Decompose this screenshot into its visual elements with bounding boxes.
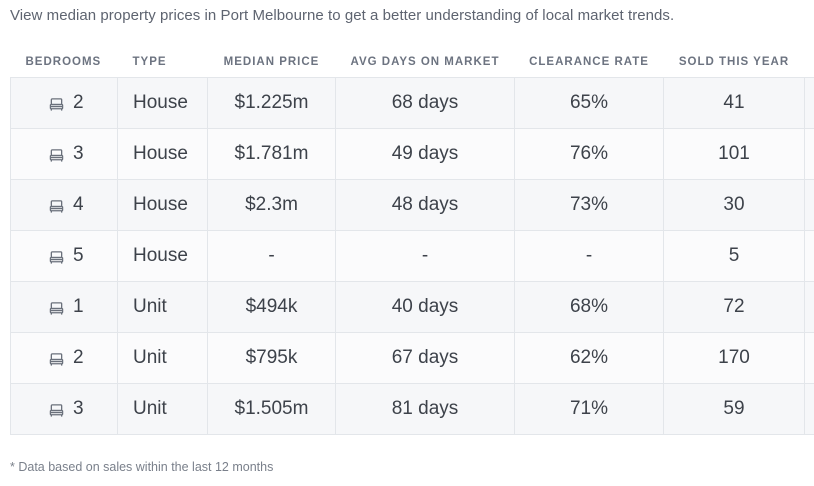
property-prices-table-container[interactable]: BEDROOMS TYPE MEDIAN PRICE AVG DAYS ON M… bbox=[10, 45, 814, 435]
type-cell: Unit bbox=[117, 280, 208, 332]
table-header-row: BEDROOMS TYPE MEDIAN PRICE AVG DAYS ON M… bbox=[11, 45, 814, 77]
median-price-cell: $1.781m bbox=[207, 127, 336, 179]
column-header-type: TYPE bbox=[132, 55, 167, 68]
median-price-cell: $795k bbox=[207, 331, 336, 383]
table-row: 4 House $2.3m 48 days 73% 30 bbox=[10, 178, 814, 230]
bed-icon bbox=[49, 249, 64, 264]
type-cell: Unit bbox=[117, 331, 208, 383]
bedrooms-cell: 5 bbox=[10, 229, 118, 281]
overflow-cell bbox=[804, 76, 814, 128]
clearance-rate-cell: 65% bbox=[514, 76, 664, 128]
overflow-cell bbox=[804, 127, 814, 179]
footnote: * Data based on sales within the last 12… bbox=[10, 460, 274, 474]
table-body: 2 House $1.225m 68 days 65% 41 3 House $1.781m 49… bbox=[10, 76, 814, 435]
overflow-cell bbox=[804, 229, 814, 281]
type-cell: House bbox=[117, 76, 208, 128]
overflow-cell bbox=[804, 280, 814, 332]
column-header-sold-this-year: SOLD THIS YEAR bbox=[678, 55, 790, 68]
bedrooms-value: 3 bbox=[73, 142, 84, 164]
column-header-avg-days-on-market: AVG DAYS ON MARKET bbox=[350, 55, 500, 68]
sold-this-year-cell: 5 bbox=[663, 229, 805, 281]
bedrooms-value: 5 bbox=[73, 244, 84, 266]
clearance-rate-cell: 68% bbox=[514, 280, 664, 332]
clearance-rate-cell: 76% bbox=[514, 127, 664, 179]
clearance-rate-cell: - bbox=[514, 229, 664, 281]
avg-days-cell: 81 days bbox=[335, 382, 515, 435]
avg-days-cell: 67 days bbox=[335, 331, 515, 383]
intro-text: View median property prices in Port Melb… bbox=[10, 7, 675, 24]
median-price-cell: $1.505m bbox=[207, 382, 336, 435]
bedrooms-cell: 3 bbox=[10, 127, 118, 179]
sold-this-year-cell: 41 bbox=[663, 76, 805, 128]
column-header-bedrooms: BEDROOMS bbox=[25, 55, 102, 68]
overflow-cell bbox=[804, 331, 814, 383]
bedrooms-cell: 1 bbox=[10, 280, 118, 332]
table-row: 2 House $1.225m 68 days 65% 41 bbox=[10, 76, 814, 128]
avg-days-cell: 49 days bbox=[335, 127, 515, 179]
table-row: 5 House - - -5 bbox=[10, 229, 814, 281]
type-cell: Unit bbox=[117, 382, 208, 435]
table-row: 2 Unit $795k 67 days 62% 170 bbox=[10, 331, 814, 383]
column-header-median-price: MEDIAN PRICE bbox=[223, 55, 320, 68]
bed-icon bbox=[49, 147, 64, 162]
bed-icon bbox=[49, 300, 64, 315]
bedrooms-value: 2 bbox=[73, 346, 84, 368]
bedrooms-value: 1 bbox=[73, 295, 84, 317]
bedrooms-cell: 3 bbox=[10, 382, 118, 435]
type-cell: House bbox=[117, 178, 208, 230]
overflow-cell bbox=[804, 382, 814, 435]
type-cell: House bbox=[117, 127, 208, 179]
bed-icon bbox=[49, 402, 64, 417]
sold-this-year-cell: 170 bbox=[663, 331, 805, 383]
bed-icon bbox=[49, 96, 64, 111]
table-row: 1 Unit $494k 40 days 68% 72 bbox=[10, 280, 814, 332]
bedrooms-cell: 2 bbox=[10, 76, 118, 128]
median-price-cell: - bbox=[207, 229, 336, 281]
avg-days-cell: 68 days bbox=[335, 76, 515, 128]
avg-days-cell: 40 days bbox=[335, 280, 515, 332]
avg-days-cell: - bbox=[335, 229, 515, 281]
sold-this-year-cell: 101 bbox=[663, 127, 805, 179]
column-header-overflow bbox=[805, 45, 814, 77]
bedrooms-value: 4 bbox=[73, 193, 84, 215]
clearance-rate-cell: 73% bbox=[514, 178, 664, 230]
type-cell: House bbox=[117, 229, 208, 281]
sold-this-year-cell: 30 bbox=[663, 178, 805, 230]
sold-this-year-cell: 59 bbox=[663, 382, 805, 435]
median-price-cell: $1.225m bbox=[207, 76, 336, 128]
bed-icon bbox=[49, 351, 64, 366]
overflow-cell bbox=[804, 178, 814, 230]
bedrooms-value: 3 bbox=[73, 397, 84, 419]
median-price-cell: $2.3m bbox=[207, 178, 336, 230]
clearance-rate-cell: 62% bbox=[514, 331, 664, 383]
bedrooms-cell: 2 bbox=[10, 331, 118, 383]
avg-days-cell: 48 days bbox=[335, 178, 515, 230]
table-row: 3 Unit $1.505m 81 days 71% 59 bbox=[10, 382, 814, 435]
sold-this-year-cell: 72 bbox=[663, 280, 805, 332]
bedrooms-cell: 4 bbox=[10, 178, 118, 230]
table-row: 3 House $1.781m 49 days 76% 101 bbox=[10, 127, 814, 179]
property-prices-table: BEDROOMS TYPE MEDIAN PRICE AVG DAYS ON M… bbox=[10, 45, 814, 435]
median-price-cell: $494k bbox=[207, 280, 336, 332]
bedrooms-value: 2 bbox=[73, 91, 84, 113]
clearance-rate-cell: 71% bbox=[514, 382, 664, 435]
bed-icon bbox=[49, 198, 64, 213]
column-header-clearance-rate: CLEARANCE RATE bbox=[529, 55, 649, 68]
